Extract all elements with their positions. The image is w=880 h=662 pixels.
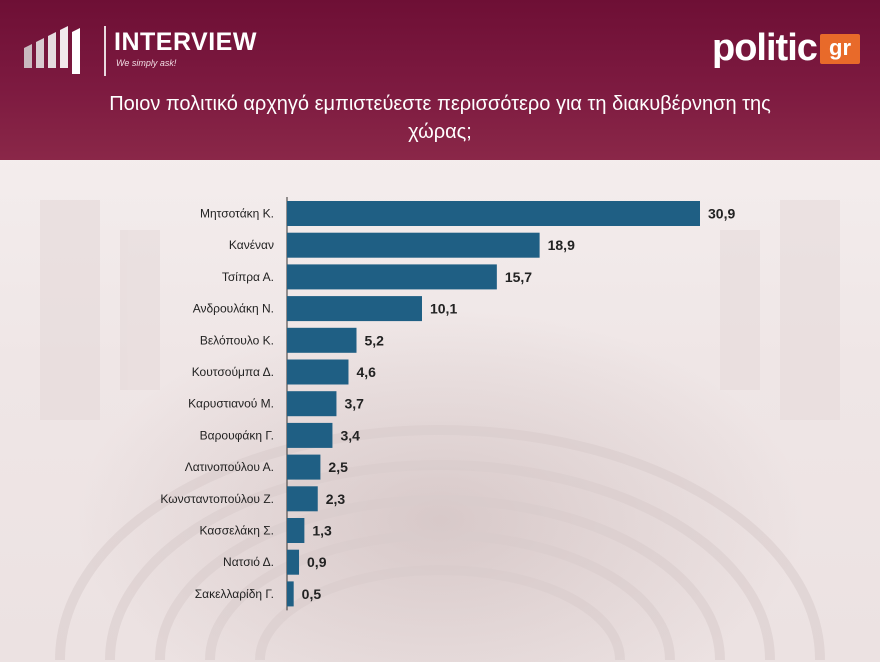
category-label: Κουτσούμπα Δ. (192, 365, 274, 379)
value-label: 4,6 (356, 364, 376, 380)
bar-1 (287, 201, 700, 226)
bar-2 (287, 232, 540, 258)
bar-3 (287, 264, 497, 290)
bar-13 (287, 581, 294, 607)
interview-logo-text: INTERVIEW (114, 28, 257, 56)
bar-8 (287, 422, 333, 448)
header-banner: INTERVIEW We simply ask! politic gr Ποιο… (0, 0, 880, 160)
value-label: 18,9 (548, 237, 575, 253)
value-label: 5,2 (365, 332, 385, 348)
bar-9 (287, 454, 321, 480)
category-label: Καρυστιανού Μ. (188, 397, 274, 411)
category-label: Ανδρουλάκη Ν. (193, 302, 274, 316)
value-label: 2,3 (326, 491, 346, 507)
value-label: 1,3 (312, 523, 332, 539)
category-label: Βελόπουλο Κ. (200, 333, 274, 347)
value-label: 30,9 (708, 206, 735, 222)
category-label: Βαρουφάκη Γ. (200, 428, 274, 442)
bar-12 (287, 549, 300, 575)
bar-10 (287, 486, 318, 512)
politic-logo-suffix: gr (820, 34, 860, 64)
logo-divider (104, 26, 106, 76)
bar-5 (287, 327, 357, 353)
category-label: Κασσελάκη Σ. (200, 524, 274, 538)
bar-6 (287, 359, 349, 385)
bar-4 (287, 296, 422, 322)
interview-tagline: We simply ask! (116, 58, 177, 68)
category-label: Κωνσταντοπούλου Ζ. (160, 492, 274, 506)
bar-11 (287, 518, 305, 543)
category-label: Νατσιό Δ. (223, 555, 274, 569)
value-label: 0,5 (302, 586, 322, 602)
category-label: Σακελλαρίδη Γ. (195, 587, 274, 601)
bar-7 (287, 391, 337, 417)
value-label: 15,7 (505, 269, 532, 285)
value-label: 3,7 (344, 396, 364, 412)
category-label: Μητσοτάκη Κ. (200, 207, 274, 221)
category-label: Κανέναν (229, 238, 274, 252)
chart-title: Ποιον πολιτικό αρχηγό εμπιστεύεστε περισ… (109, 93, 771, 143)
category-label: Λατινοπούλου Α. (185, 460, 274, 474)
politic-logo: politic gr (712, 26, 862, 72)
value-label: 0,9 (307, 554, 327, 570)
politic-logo-text: politic (712, 27, 818, 69)
value-label: 2,5 (328, 459, 348, 475)
interview-logo: INTERVIEW We simply ask! (22, 24, 256, 80)
category-label: Τσίπρα Α. (222, 270, 274, 284)
value-label: 3,4 (340, 427, 360, 443)
value-label: 10,1 (430, 301, 457, 317)
interview-logo-icon (24, 26, 80, 74)
